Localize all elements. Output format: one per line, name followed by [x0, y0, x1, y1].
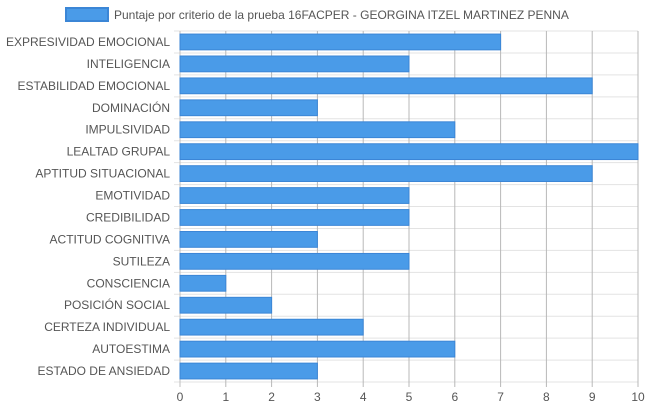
x-tick-label: 4	[360, 390, 367, 404]
legend[interactable]: Puntaje por criterio de la prueba 16FACP…	[65, 7, 569, 22]
category-label: AUTOESTIMA	[92, 342, 170, 356]
category-label: IMPULSIVIDAD	[85, 123, 170, 137]
x-tick-label: 10	[631, 390, 645, 404]
category-label: INTELIGENCIA	[87, 57, 170, 71]
x-tick-label: 6	[451, 390, 458, 404]
legend-swatch[interactable]	[65, 7, 109, 22]
bar[interactable]	[179, 209, 410, 226]
bar[interactable]	[179, 143, 639, 161]
category-label: CERTEZA INDIVIDUAL	[44, 320, 170, 334]
category-label: EXPRESIVIDAD EMOCIONAL	[6, 35, 170, 49]
bar[interactable]	[179, 99, 318, 117]
bar[interactable]	[179, 318, 364, 336]
category-label: ACTITUD COGNITIVA	[50, 232, 170, 246]
bar[interactable]	[179, 165, 593, 182]
bar[interactable]	[179, 362, 318, 380]
grid	[174, 30, 639, 387]
bar[interactable]	[179, 231, 318, 248]
category-label: DOMINACIÓN	[92, 100, 170, 115]
category-label: ESTADO DE ANSIEDAD	[38, 364, 171, 378]
bar[interactable]	[179, 187, 410, 204]
x-axis-ticks: 0 1 2 3 4 5 6 7 8 9 10	[177, 390, 645, 404]
x-tick-label: 9	[589, 390, 596, 404]
bar[interactable]	[179, 274, 227, 292]
category-label: APTITUD SITUACIONAL	[35, 167, 170, 181]
x-tick-label: 5	[406, 390, 413, 404]
bar[interactable]	[179, 296, 273, 314]
category-label: LEALTAD GRUPAL	[67, 145, 171, 159]
bar[interactable]	[179, 340, 456, 358]
bar[interactable]	[179, 121, 456, 139]
category-label: CONSCIENCIA	[87, 276, 170, 290]
category-label: ESTABILIDAD EMOCIONAL	[18, 79, 171, 93]
bar[interactable]	[179, 252, 410, 270]
legend-label[interactable]: Puntaje por criterio de la prueba 16FACP…	[114, 8, 569, 22]
category-label: CREDIBILIDAD	[86, 210, 170, 224]
bars	[179, 33, 639, 380]
x-tick-label: 0	[177, 390, 184, 404]
bar[interactable]	[179, 33, 502, 51]
category-labels: EXPRESIVIDAD EMOCIONAL INTELIGENCIA ESTABI…	[6, 35, 170, 378]
x-tick-label: 8	[543, 390, 550, 404]
category-label: SUTILEZA	[113, 254, 170, 268]
x-tick-label: 7	[497, 390, 504, 404]
category-label: EMOTIVIDAD	[95, 189, 170, 203]
x-tick-label: 3	[314, 390, 321, 404]
bar[interactable]	[179, 55, 410, 73]
category-label: POSICIÓN SOCIAL	[64, 297, 170, 312]
bar[interactable]	[179, 77, 593, 95]
x-tick-label: 1	[222, 390, 229, 404]
x-tick-label: 2	[268, 390, 275, 404]
